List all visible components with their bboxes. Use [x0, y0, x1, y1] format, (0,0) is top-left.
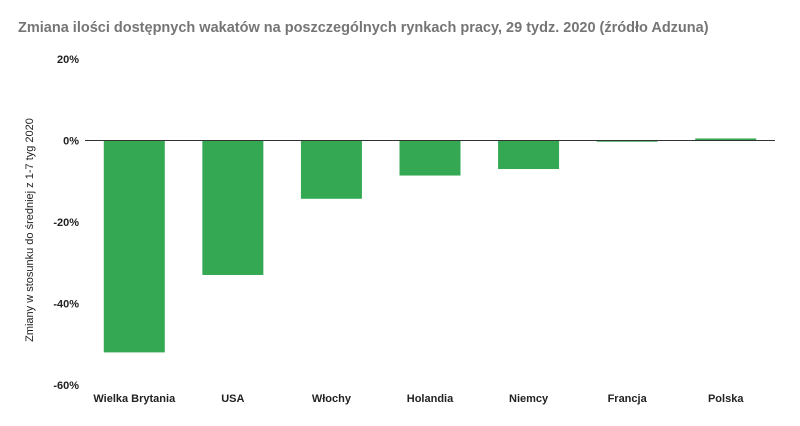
bar — [498, 140, 560, 170]
bar — [695, 138, 757, 141]
chart-title: Zmiana ilości dostępnych wakatów na posz… — [18, 20, 709, 36]
y-tick-label: -40% — [53, 299, 79, 311]
y-tick-label: 0% — [63, 136, 79, 148]
bar — [300, 140, 362, 199]
y-axis-label: Zmiany w stosunku do średniej z 1-7 tyg … — [24, 118, 36, 342]
x-tick-label: Holandia — [407, 393, 454, 405]
bar — [103, 140, 165, 353]
bar — [596, 140, 658, 142]
y-tick-label: 20% — [57, 54, 79, 66]
x-tick-label: Polska — [708, 393, 744, 405]
y-tick-label: -20% — [53, 217, 79, 229]
x-tick-label: Niemcy — [509, 393, 549, 405]
x-tick-label: USA — [221, 393, 244, 405]
bars — [103, 138, 757, 353]
x-tick-label: Wielka Brytania — [93, 393, 176, 405]
bar — [202, 140, 264, 275]
x-tick-label: Francja — [608, 393, 648, 405]
bar — [399, 140, 461, 176]
x-tick-label: Włochy — [312, 393, 352, 405]
y-tick-label: -60% — [53, 380, 79, 392]
y-axis-ticks: 20% 0% -20% -40% -60% — [53, 54, 79, 392]
category-labels: Wielka Brytania USA Włochy Holandia Niemcy Fr… — [93, 393, 744, 405]
